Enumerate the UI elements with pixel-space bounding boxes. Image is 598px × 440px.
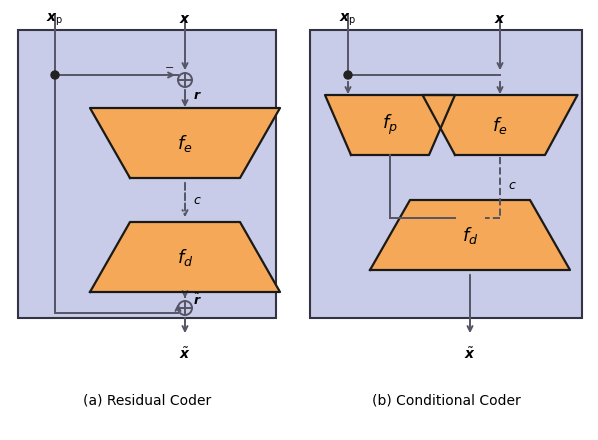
Text: $f_d$: $f_d$ [462, 224, 478, 246]
Text: $\tilde{\boldsymbol{x}}$: $\tilde{\boldsymbol{x}}$ [464, 346, 476, 362]
Text: $\tilde{\boldsymbol{r}}$: $\tilde{\boldsymbol{r}}$ [193, 292, 202, 308]
Text: $c$: $c$ [193, 194, 202, 206]
Circle shape [344, 71, 352, 79]
Text: (a) Residual Coder: (a) Residual Coder [83, 393, 211, 407]
Polygon shape [325, 95, 455, 155]
Text: $\boldsymbol{x}$: $\boldsymbol{x}$ [494, 12, 506, 26]
Bar [310, 30, 582, 318]
Text: $f_d$: $f_d$ [177, 246, 193, 268]
Text: $f_e$: $f_e$ [177, 132, 193, 154]
Polygon shape [423, 95, 578, 155]
Bar [18, 30, 276, 318]
Text: $f_e$: $f_e$ [492, 114, 508, 136]
Text: $\tilde{\boldsymbol{x}}$: $\tilde{\boldsymbol{x}}$ [179, 346, 191, 362]
Text: $c$: $c$ [508, 179, 517, 191]
Text: $f_p$: $f_p$ [382, 113, 398, 137]
Text: $\boldsymbol{x}$: $\boldsymbol{x}$ [179, 12, 191, 26]
Polygon shape [370, 200, 570, 270]
Text: $-$: $-$ [164, 61, 174, 71]
Polygon shape [90, 108, 280, 178]
Text: $\boldsymbol{x}_\mathrm{p}$: $\boldsymbol{x}_\mathrm{p}$ [46, 12, 63, 28]
Polygon shape [90, 222, 280, 292]
Circle shape [51, 71, 59, 79]
Text: (b) Conditional Coder: (b) Conditional Coder [371, 393, 520, 407]
Text: $\boldsymbol{x}_\mathrm{p}$: $\boldsymbol{x}_\mathrm{p}$ [339, 12, 356, 28]
Text: $\boldsymbol{r}$: $\boldsymbol{r}$ [193, 88, 202, 102]
